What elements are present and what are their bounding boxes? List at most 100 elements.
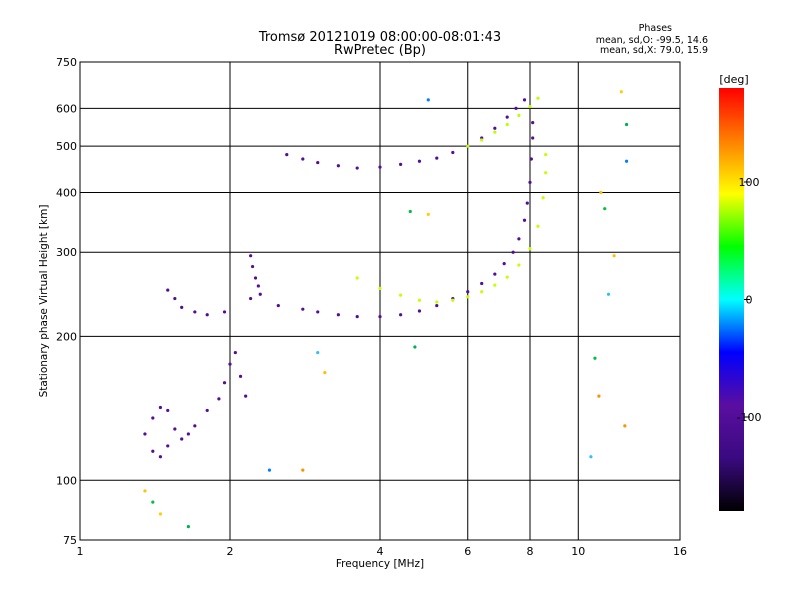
data-point: [228, 362, 232, 366]
plot-frame: [79, 61, 681, 541]
data-point: [517, 113, 521, 117]
data-point: [480, 138, 484, 142]
data-point: [158, 455, 163, 459]
data-point: [514, 106, 518, 110]
x-axis-ticks: 1 2 4 6 8 10 16: [77, 545, 688, 558]
data-point: [525, 201, 529, 205]
data-point: [180, 305, 184, 309]
data-point: [466, 144, 470, 148]
data-point: [205, 313, 209, 317]
colorbar-tick-label-2: -100: [737, 411, 762, 424]
data-point: [536, 224, 540, 228]
phases-heading: Phases: [639, 23, 672, 34]
data-point: [536, 96, 540, 100]
data-point: [336, 164, 340, 168]
data-point: [217, 397, 221, 401]
data-point: [158, 405, 163, 410]
phases-line-x: mean, sd,X: 79.0, 15.9: [600, 45, 708, 56]
data-point: [151, 500, 155, 504]
data-point: [599, 190, 603, 195]
data-point: [244, 394, 248, 398]
data-point: [426, 98, 430, 102]
data-point: [544, 153, 548, 157]
data-point: [451, 298, 455, 302]
colorbar-tick-label-1: 0: [746, 294, 753, 307]
data-point: [544, 171, 548, 175]
data-point: [316, 310, 320, 314]
data-point: [222, 310, 227, 314]
data-point: [505, 122, 509, 127]
y-tick-label-0: 75: [63, 534, 77, 547]
data-point: [186, 432, 190, 436]
data-point: [511, 250, 515, 254]
data-point: [522, 218, 527, 222]
data-point: [250, 264, 255, 269]
data-point: [267, 468, 272, 472]
data-point: [378, 165, 382, 169]
data-point: [451, 150, 455, 155]
x-tick-label-3: 6: [464, 545, 471, 558]
data-point: [517, 263, 521, 267]
x-tick-label-1: 2: [227, 545, 234, 558]
data-point: [597, 394, 601, 398]
data-point: [502, 261, 506, 266]
series-6: [249, 254, 262, 296]
phases-line-o: mean, sd,O: -99.5, 14.6: [596, 35, 708, 46]
data-point: [493, 283, 497, 287]
series-4: [143, 350, 248, 459]
data-point: [593, 356, 597, 360]
y-tick-label-4: 400: [56, 186, 77, 199]
y-tick-label-5: 500: [56, 140, 77, 153]
colorbar-tick-label-0: 100: [739, 176, 760, 189]
data-point: [355, 166, 359, 170]
data-point: [378, 286, 382, 291]
data-point: [493, 130, 497, 134]
data-point: [466, 290, 470, 294]
colorbar-ticks: 100 0 -100: [737, 176, 762, 424]
y-axis-ticks: 75 100 200 300 400 500 600 750: [56, 56, 77, 547]
data-point: [143, 489, 147, 493]
data-point: [253, 276, 258, 280]
data-point: [529, 157, 533, 161]
data-point: [480, 281, 484, 286]
data-point: [417, 159, 422, 163]
data-point: [186, 525, 190, 529]
data-point: [408, 209, 412, 214]
data-point: [193, 424, 197, 428]
chart-title: Tromsø 20121019 08:00:00-08:01:43: [258, 30, 501, 45]
x-tick-label-2: 4: [377, 545, 384, 558]
data-point: [336, 313, 340, 317]
y-tick-label-6: 600: [56, 102, 77, 115]
y-axis-label: Stationary phase Virtual Height [km]: [38, 205, 50, 398]
y-tick-label-3: 300: [56, 246, 77, 259]
data-point: [151, 416, 155, 420]
y-tick-label-1: 100: [56, 474, 77, 487]
x-tick-label-0: 1: [77, 545, 84, 558]
data-point: [158, 512, 163, 516]
data-point: [493, 126, 497, 130]
data-point: [166, 288, 170, 292]
data-point: [505, 115, 509, 119]
x-tick-label-6: 16: [673, 545, 687, 558]
data-point: [528, 180, 532, 184]
data-point: [480, 290, 484, 294]
data-point: [522, 98, 527, 102]
data-point: [285, 153, 289, 157]
data-point: [624, 159, 629, 163]
data-point: [413, 345, 417, 349]
data-point: [180, 437, 184, 441]
grid: [80, 62, 680, 540]
data-point: [355, 276, 359, 280]
series-5: [166, 288, 227, 317]
data-point: [166, 444, 170, 448]
data-point: [378, 315, 382, 319]
series-3: [466, 96, 540, 148]
data-point: [417, 298, 422, 302]
data-point: [606, 292, 611, 296]
data-point: [193, 310, 197, 314]
data-point: [493, 272, 497, 276]
data-point: [399, 313, 403, 317]
series-2: [355, 153, 548, 304]
data-point: [517, 237, 521, 241]
